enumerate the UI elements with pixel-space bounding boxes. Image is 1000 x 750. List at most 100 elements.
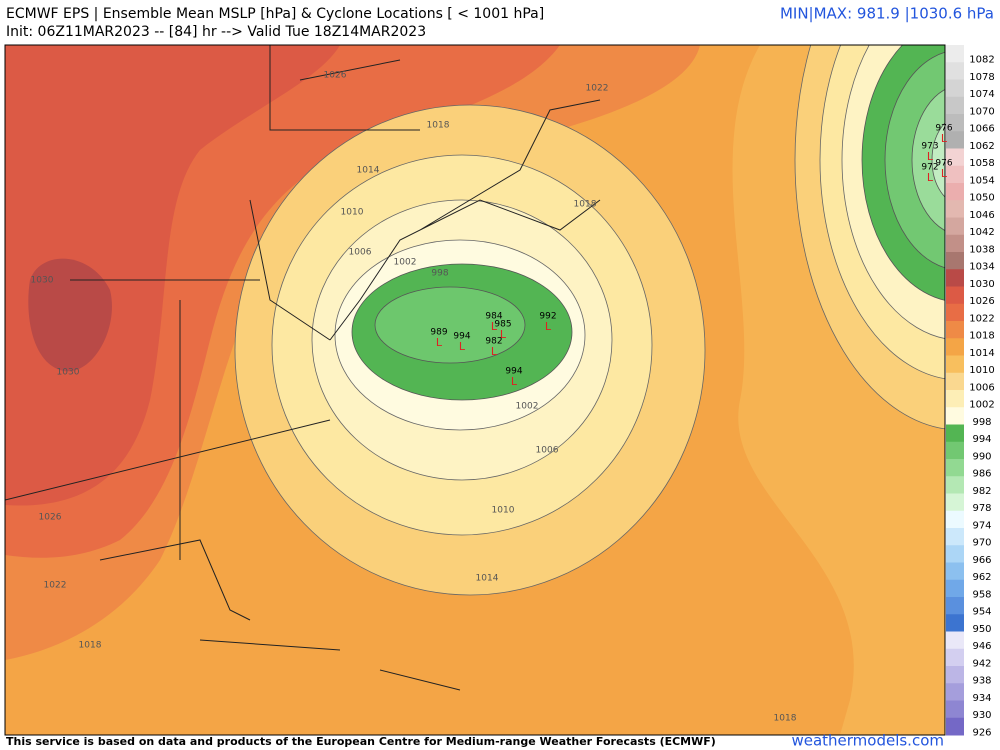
cyclone-value: 994 (453, 332, 470, 342)
coastline (5, 45, 945, 691)
map (5, 45, 945, 735)
colorbar-swatch (946, 407, 964, 425)
colorbar-swatch (946, 476, 964, 494)
colorbar-label: 926 (972, 727, 991, 738)
cyclone-value: 989 (430, 328, 447, 338)
colorbar-label: 958 (972, 589, 991, 600)
colorbar-swatch (946, 700, 964, 719)
cyclone-marker: L (491, 320, 498, 333)
colorbar-label: 966 (972, 555, 991, 566)
colorbar-swatch (946, 321, 964, 339)
colorbar-label: 1078 (969, 72, 994, 83)
cyclone-marker: L (511, 375, 518, 388)
colorbar-label: 1038 (969, 244, 994, 255)
colorbar-swatch (946, 148, 964, 167)
cyclone-marker: L (436, 336, 443, 349)
colorbar-swatch (946, 424, 964, 443)
colorbar-label: 942 (972, 658, 991, 669)
isobar-label: 1022 (586, 84, 609, 94)
isobar (911, 89, 945, 231)
isobar-label: 1026 (39, 513, 62, 523)
colorbar-swatch (946, 355, 964, 374)
colorbar-label: 1002 (969, 400, 994, 411)
colorbar-label: 954 (972, 607, 991, 618)
colorbar-swatch (946, 114, 964, 132)
colorbar-swatch (946, 338, 964, 356)
colorbar-label: 978 (972, 503, 991, 514)
cyclone-value: 972 (921, 163, 938, 173)
colorbar-swatch (946, 614, 964, 632)
cyclone-marker: L (941, 132, 948, 145)
colorbar-swatch (946, 183, 964, 201)
colorbar-swatch (946, 217, 964, 236)
colorbar-label: 1010 (969, 365, 994, 376)
isobar-label: 998 (431, 269, 448, 279)
cyclone-marker: L (927, 150, 934, 163)
isobar-label: 1022 (44, 581, 67, 591)
colorbar-label: 1066 (969, 124, 994, 135)
colorbar-label: 950 (972, 624, 991, 635)
colorbar-swatch (946, 666, 964, 684)
brand: weathermodels.com (791, 732, 944, 750)
colorbar-swatch (946, 683, 964, 701)
colorbar-swatch (946, 390, 964, 408)
cyclone-value: 984 (485, 312, 502, 322)
colorbar-label: 986 (972, 469, 991, 480)
min-max: MIN|MAX: 981.9 |1030.6 hPa (780, 5, 994, 23)
colorbar-swatch (946, 45, 964, 63)
colorbar-swatch (946, 303, 964, 322)
colorbar-label: 1070 (969, 106, 994, 117)
isobar-label: 1006 (349, 248, 372, 258)
isobar (374, 286, 526, 364)
colorbar-label: 982 (972, 486, 991, 497)
colorbar-swatch (946, 648, 964, 667)
colorbar-label: 1018 (969, 331, 994, 342)
colorbar-label: 1022 (969, 313, 994, 324)
colorbar-swatch (946, 96, 964, 115)
colorbar-label: 1058 (969, 158, 994, 169)
cyclone-value: 982 (485, 337, 502, 347)
colorbar-label: 1054 (969, 175, 994, 186)
init-line: Init: 06Z11MAR2023 -- [84] hr --> Valid … (6, 24, 426, 40)
title: ECMWF EPS | Ensemble Mean MSLP [hPa] & C… (6, 6, 544, 22)
colorbar-swatch (946, 545, 964, 563)
colorbar-label: 970 (972, 538, 991, 549)
isobar-label: 1014 (357, 166, 380, 176)
colorbar-swatch (946, 579, 964, 598)
colorbar-label: 974 (972, 520, 991, 531)
cyclone-value: 992 (539, 312, 556, 322)
colorbar-swatch (946, 510, 964, 529)
cyclone-marker: L (500, 328, 507, 341)
colorbar-label: 938 (972, 676, 991, 687)
isobar-label: 1030 (31, 276, 54, 286)
colorbar-swatch (946, 165, 964, 184)
colorbar-label: 934 (972, 693, 991, 704)
colorbar-swatch (946, 286, 964, 305)
colorbar-swatch (946, 441, 964, 460)
colorbar-label: 1006 (969, 382, 994, 393)
colorbar-swatch (946, 631, 964, 650)
colorbar-label: 1062 (969, 141, 994, 152)
cyclone-marker: L (459, 340, 466, 353)
cyclone-value: 976 (935, 159, 952, 169)
colorbar-swatch (946, 234, 964, 253)
colorbar-label: 994 (972, 434, 991, 445)
colorbar-label: 1026 (969, 296, 994, 307)
isobar-label: 1018 (79, 641, 102, 651)
colorbar-swatch (946, 717, 964, 736)
isobar-label: 1006 (536, 446, 559, 456)
colorbar-swatch (946, 79, 964, 98)
isobar (931, 122, 945, 198)
colorbar-swatch (946, 62, 964, 80)
isobar-label: 1018 (774, 714, 797, 724)
isobar-label: 1002 (516, 402, 539, 412)
colorbar-label: 1046 (969, 210, 994, 221)
colorbar: 1082 1078 1074 1070 1066 1062 1058 1054 1050 1046… (946, 45, 995, 738)
colorbar-label: 1034 (969, 262, 994, 273)
cyclone-value: 973 (921, 142, 938, 152)
colorbar-label: 990 (972, 451, 991, 462)
colorbar-swatch (946, 372, 964, 391)
colorbar-label: 1082 (969, 55, 994, 66)
isobar-label: 1010 (341, 208, 364, 218)
